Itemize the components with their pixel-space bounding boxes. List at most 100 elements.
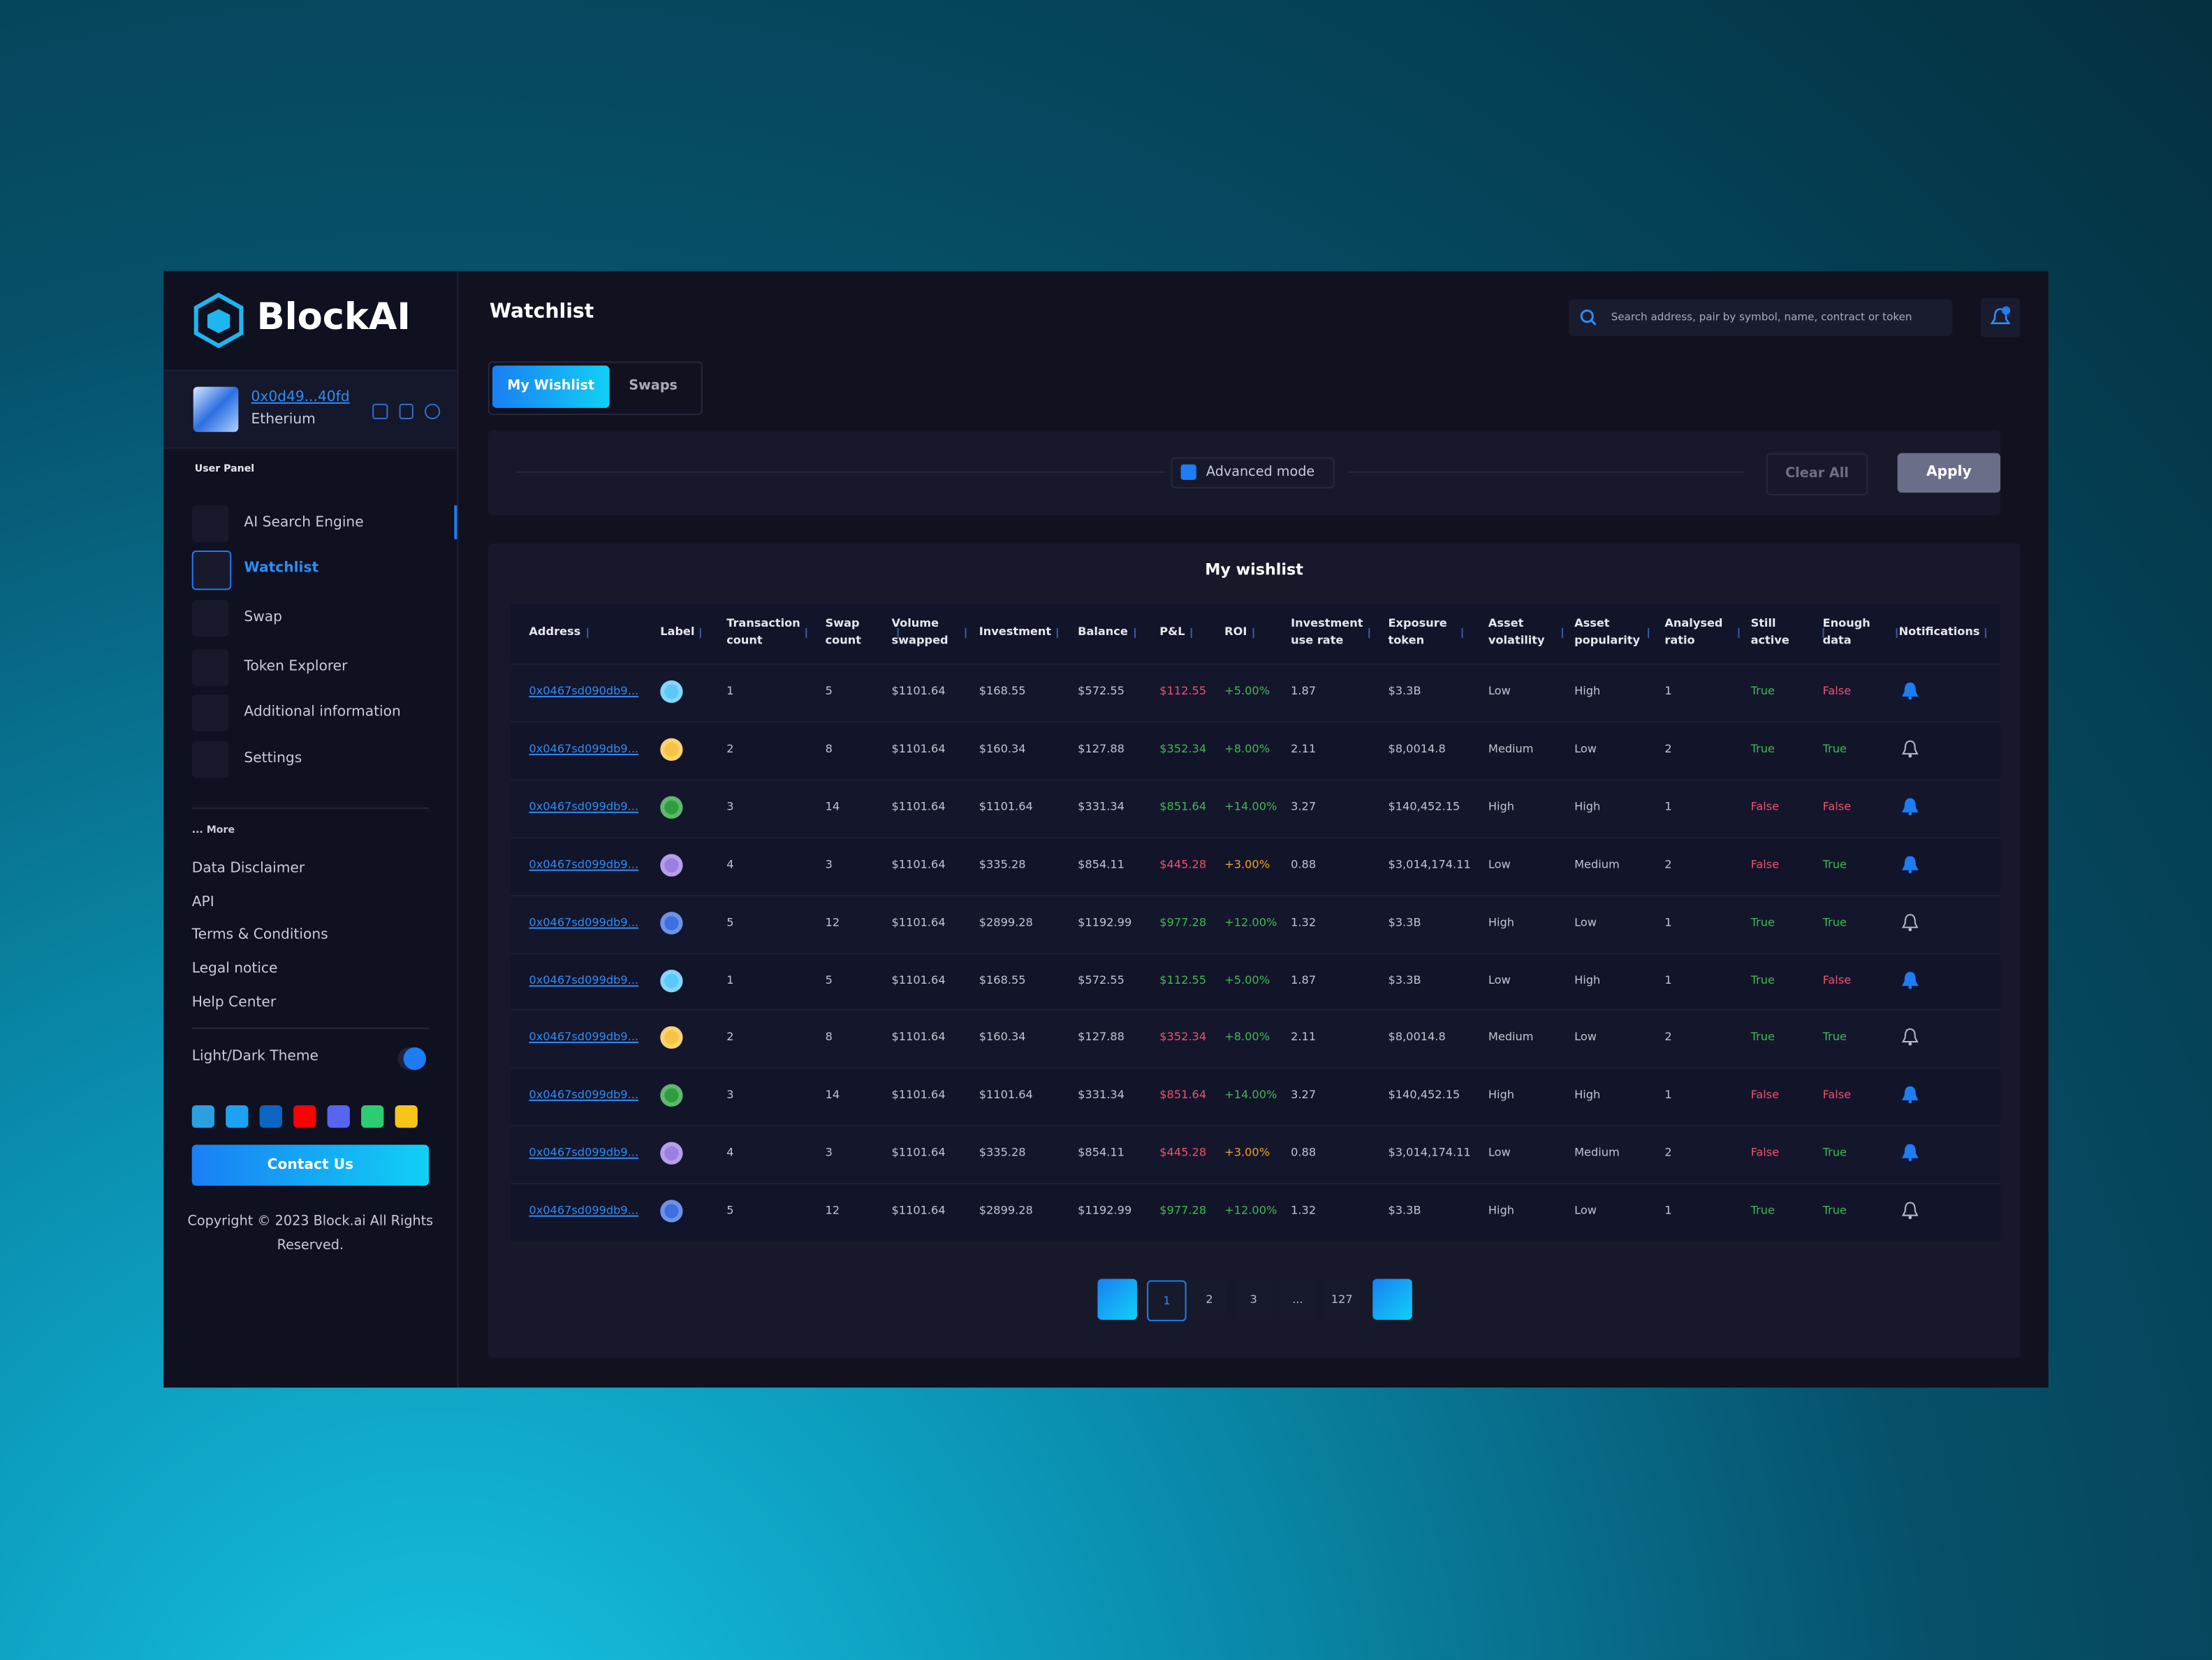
sort-icon[interactable]: [1252, 627, 1259, 638]
filter-line: [516, 471, 1166, 473]
prev-button[interactable]: [1097, 1279, 1137, 1320]
page-button[interactable]: 127: [1323, 1280, 1361, 1319]
address-link[interactable]: 0x0467sd099db9...: [529, 1031, 639, 1044]
column-header[interactable]: Notifications: [1899, 604, 1998, 661]
nav-item[interactable]: AI Search Engine: [191, 505, 457, 545]
discord[interactable]: [327, 1105, 350, 1128]
column-header[interactable]: Transaction count: [726, 604, 807, 661]
column-header[interactable]: Balance: [1078, 604, 1157, 661]
address-link[interactable]: 0x0467sd099db9...: [529, 800, 639, 813]
address-link[interactable]: 0x0467sd099db9...: [529, 742, 639, 755]
clear-button[interactable]: Clear All: [1766, 453, 1868, 496]
linkedin[interactable]: [259, 1105, 282, 1128]
footer-link[interactable]: Help Center: [191, 994, 277, 1011]
footer-link[interactable]: Data Disclaimer: [191, 861, 305, 877]
address-link[interactable]: 0x0467sd099db9...: [529, 915, 639, 929]
notification-toggle[interactable]: [1902, 1086, 1919, 1104]
nav-item[interactable]: Watchlist: [191, 550, 457, 590]
sort-icon[interactable]: [1562, 627, 1567, 638]
label-icon: [660, 738, 683, 761]
cell: 2: [1664, 1031, 1672, 1044]
theme-toggle[interactable]: [397, 1047, 426, 1070]
page-button[interactable]: 1: [1147, 1280, 1187, 1322]
contact-button[interactable]: Contact Us: [191, 1144, 430, 1186]
table: Address Label Transaction count Swap count V…: [511, 604, 2001, 1241]
address-link[interactable]: 0x0467sd099db9...: [529, 857, 639, 871]
next-button[interactable]: [1372, 1279, 1412, 1320]
notification-toggle[interactable]: [1902, 797, 1919, 815]
sort-icon[interactable]: [898, 627, 904, 638]
notification-toggle[interactable]: [1902, 1202, 1919, 1220]
page-button[interactable]: 2: [1191, 1280, 1228, 1319]
column-header[interactable]: Still active: [1751, 604, 1830, 661]
copy-icon[interactable]: [372, 403, 388, 420]
notification-toggle[interactable]: [1902, 912, 1919, 931]
sort-icon[interactable]: [1738, 627, 1744, 638]
column-header[interactable]: Enough data: [1823, 604, 1902, 661]
cell: +14.00%: [1224, 800, 1277, 813]
sort-icon[interactable]: [1368, 627, 1370, 638]
apply-button[interactable]: Apply: [1897, 453, 2001, 493]
column-header[interactable]: Swap count: [826, 604, 904, 661]
footer-link[interactable]: Terms & Conditions: [191, 928, 328, 944]
footer-link[interactable]: Legal notice: [191, 961, 278, 977]
tab[interactable]: Swaps: [629, 378, 677, 394]
column-header[interactable]: Investment use rate: [1291, 604, 1370, 661]
column-header[interactable]: Address: [529, 604, 608, 661]
nav-item[interactable]: Token Explorer: [191, 649, 457, 689]
column-header[interactable]: Analysed ratio: [1664, 604, 1743, 661]
notification-toggle[interactable]: [1902, 855, 1919, 873]
notification-toggle[interactable]: [1902, 970, 1919, 989]
column-header[interactable]: Investment: [979, 604, 1059, 661]
youtube[interactable]: [293, 1105, 316, 1128]
sort-icon[interactable]: [965, 627, 970, 638]
sort-icon[interactable]: [700, 627, 708, 638]
column-header[interactable]: Asset popularity: [1574, 604, 1653, 661]
sort-icon[interactable]: [586, 627, 593, 638]
address-link[interactable]: 0x0467sd099db9...: [529, 1146, 639, 1160]
page-button[interactable]: ...: [1279, 1280, 1317, 1319]
notification-toggle[interactable]: [1902, 1144, 1919, 1162]
sort-icon[interactable]: [1895, 627, 1902, 638]
refresh-icon[interactable]: [425, 403, 441, 420]
sort-icon[interactable]: [1985, 627, 1993, 638]
notification-button[interactable]: [1980, 298, 2021, 337]
page-button[interactable]: 3: [1235, 1280, 1273, 1319]
cell: $1101.64: [891, 742, 946, 755]
medium[interactable]: [361, 1105, 384, 1128]
address-link[interactable]: 0x0467sd099db9...: [529, 1089, 639, 1102]
sort-icon[interactable]: [1648, 627, 1653, 638]
column-header[interactable]: P&L: [1159, 604, 1238, 661]
edit-icon[interactable]: [398, 403, 414, 420]
nav-item[interactable]: Additional information: [191, 694, 457, 734]
search-box[interactable]: Search address, pair by symbol, name, co…: [1569, 299, 1953, 336]
advanced-mode[interactable]: Advanced mode: [1171, 457, 1335, 489]
notification-toggle[interactable]: [1902, 1028, 1919, 1047]
cell: False: [1750, 1146, 1780, 1160]
email[interactable]: [395, 1105, 418, 1128]
notification-toggle[interactable]: [1902, 682, 1919, 700]
sort-icon[interactable]: [805, 627, 807, 638]
sort-icon[interactable]: [1190, 627, 1198, 638]
address-link[interactable]: 0x0467sd099db9...: [529, 973, 639, 986]
cell: 5: [726, 1204, 734, 1217]
nav-label: Settings: [244, 750, 302, 767]
nav-item[interactable]: Settings: [191, 741, 457, 781]
address-link[interactable]: 0x0467sd090db9...: [529, 684, 639, 698]
telegram[interactable]: [191, 1105, 215, 1128]
sort-icon[interactable]: [1822, 627, 1830, 638]
column-header[interactable]: Asset volatility: [1488, 604, 1567, 661]
sort-icon[interactable]: [1057, 627, 1059, 638]
column-header[interactable]: ROI: [1224, 604, 1303, 661]
column-header[interactable]: Exposure token: [1388, 604, 1467, 661]
nav-item[interactable]: Swap: [191, 599, 457, 640]
address-link[interactable]: 0x0467sd099db9...: [529, 1204, 639, 1217]
tab[interactable]: My Wishlist: [492, 365, 610, 408]
twitter[interactable]: [226, 1105, 249, 1128]
column-header[interactable]: Volume swapped: [892, 604, 971, 661]
wallet-address[interactable]: 0x0d49...40fd: [251, 389, 350, 405]
sort-icon[interactable]: [1133, 627, 1141, 638]
footer-link[interactable]: API: [191, 894, 214, 910]
notification-toggle[interactable]: [1902, 739, 1919, 758]
sort-icon[interactable]: [1462, 627, 1467, 638]
